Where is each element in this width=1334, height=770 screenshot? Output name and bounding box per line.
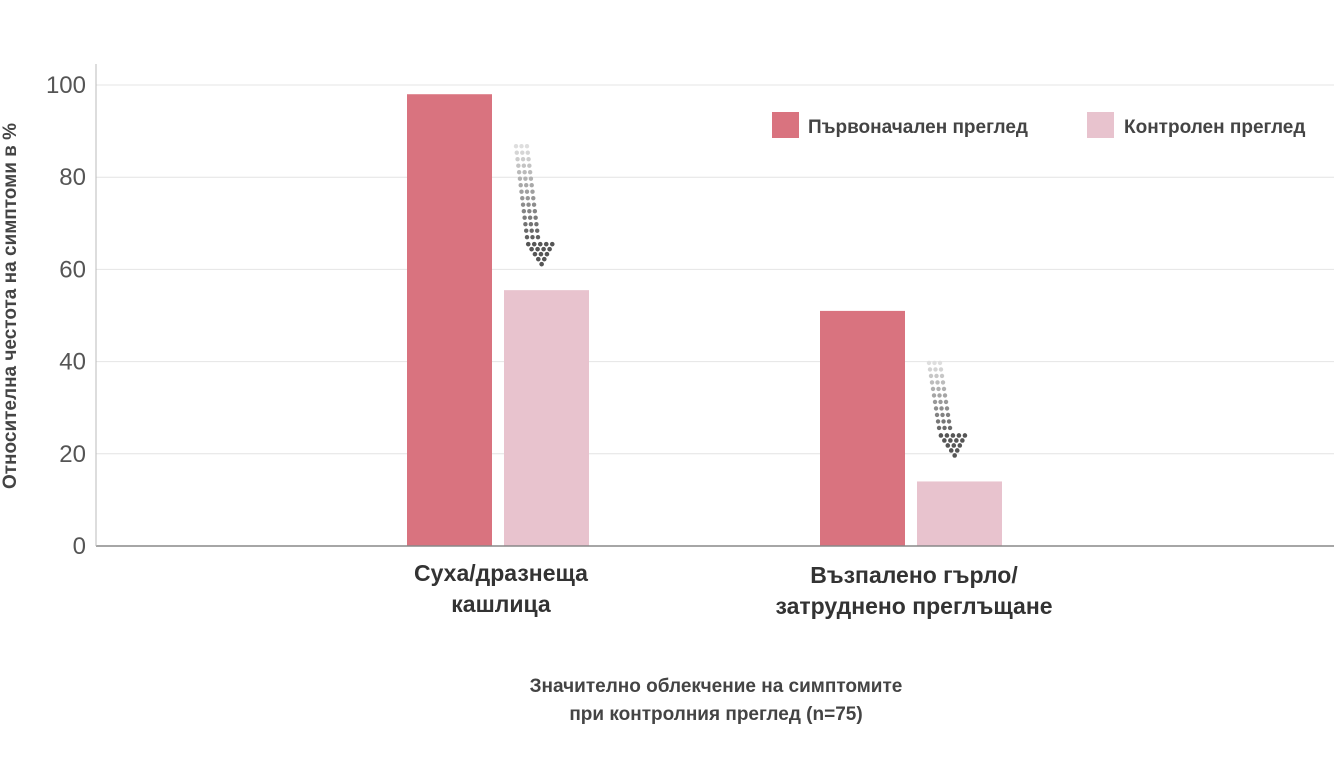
down-arrow-icon <box>926 360 968 458</box>
y-axis-ticks: 0 20 40 60 80 100 <box>46 72 86 560</box>
x-axis-label: Значително облекчение на симптомите при к… <box>530 676 903 725</box>
y-axis-label: Относителна честота на симптоми в % <box>0 123 21 489</box>
y-tick-label: 100 <box>46 72 86 99</box>
y-tick-label: 40 <box>59 349 86 376</box>
category-label: затруднено преглъщане <box>775 593 1052 619</box>
y-tick-label: 80 <box>59 164 86 191</box>
arrows <box>513 144 968 458</box>
y-tick-label: 60 <box>59 256 86 283</box>
down-arrow-icon <box>513 144 555 267</box>
legend-label: Първоначален преглед <box>808 117 1028 138</box>
x-axis-label-line: при контролния преглед (n=75) <box>569 704 862 725</box>
x-axis-label-line: Значително облекчение на симптомите <box>530 676 903 697</box>
bar-followup-1 <box>504 290 589 546</box>
bar-initial-1 <box>407 94 492 546</box>
legend-swatch <box>1087 112 1114 138</box>
category-label: кашлица <box>451 591 551 617</box>
bar-initial-2 <box>820 310 905 546</box>
x-axis-categories: Суха/дразнеща кашлица Възпалено гърло/затр… <box>414 560 1053 619</box>
category-label: Суха/дразнеща <box>414 560 588 586</box>
legend-label: Контролен преглед <box>1124 117 1305 138</box>
legend: Първоначален преглед Контролен преглед <box>772 112 1305 138</box>
y-tick-label: 20 <box>59 441 86 468</box>
bars <box>407 94 1002 546</box>
y-tick-label: 0 <box>73 533 86 560</box>
category-label: Възпалено гърло/ <box>810 562 1018 588</box>
bar-followup-2 <box>917 481 1002 546</box>
grid-lines <box>96 84 1334 455</box>
legend-swatch <box>772 112 799 138</box>
